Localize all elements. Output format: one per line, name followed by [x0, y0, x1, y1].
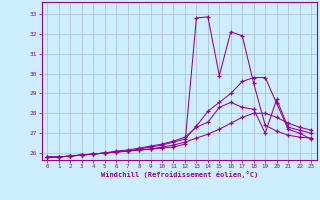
X-axis label: Windchill (Refroidissement éolien,°C): Windchill (Refroidissement éolien,°C) [100, 171, 258, 178]
